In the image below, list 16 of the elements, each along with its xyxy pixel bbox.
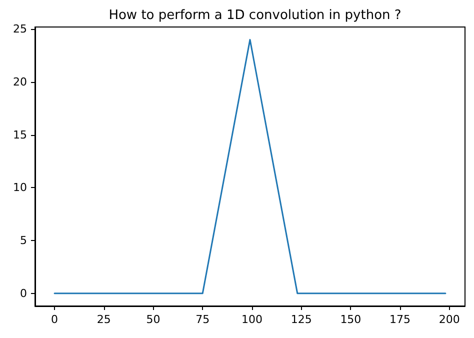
x-tick-label: 25 xyxy=(96,313,111,326)
x-tick-label: 150 xyxy=(340,313,362,326)
y-tick-label: 10 xyxy=(13,181,27,194)
x-tick-label: 50 xyxy=(146,313,160,326)
y-tick-label: 25 xyxy=(13,22,27,36)
x-tick-label: 200 xyxy=(438,313,460,326)
x-tick-label: 0 xyxy=(51,313,58,326)
x-tick-label: 100 xyxy=(241,313,262,326)
x-tick-label: 75 xyxy=(196,313,210,326)
y-tick-label: 15 xyxy=(13,128,27,142)
y-tick-label: 0 xyxy=(20,286,27,300)
x-tick-label: 175 xyxy=(390,313,411,326)
x-tick-label: 125 xyxy=(290,313,312,326)
y-tick-label: 5 xyxy=(20,234,27,247)
chart-title: How to perform a 1D convolution in python ? xyxy=(108,8,402,23)
y-tick-label: 20 xyxy=(13,75,27,88)
